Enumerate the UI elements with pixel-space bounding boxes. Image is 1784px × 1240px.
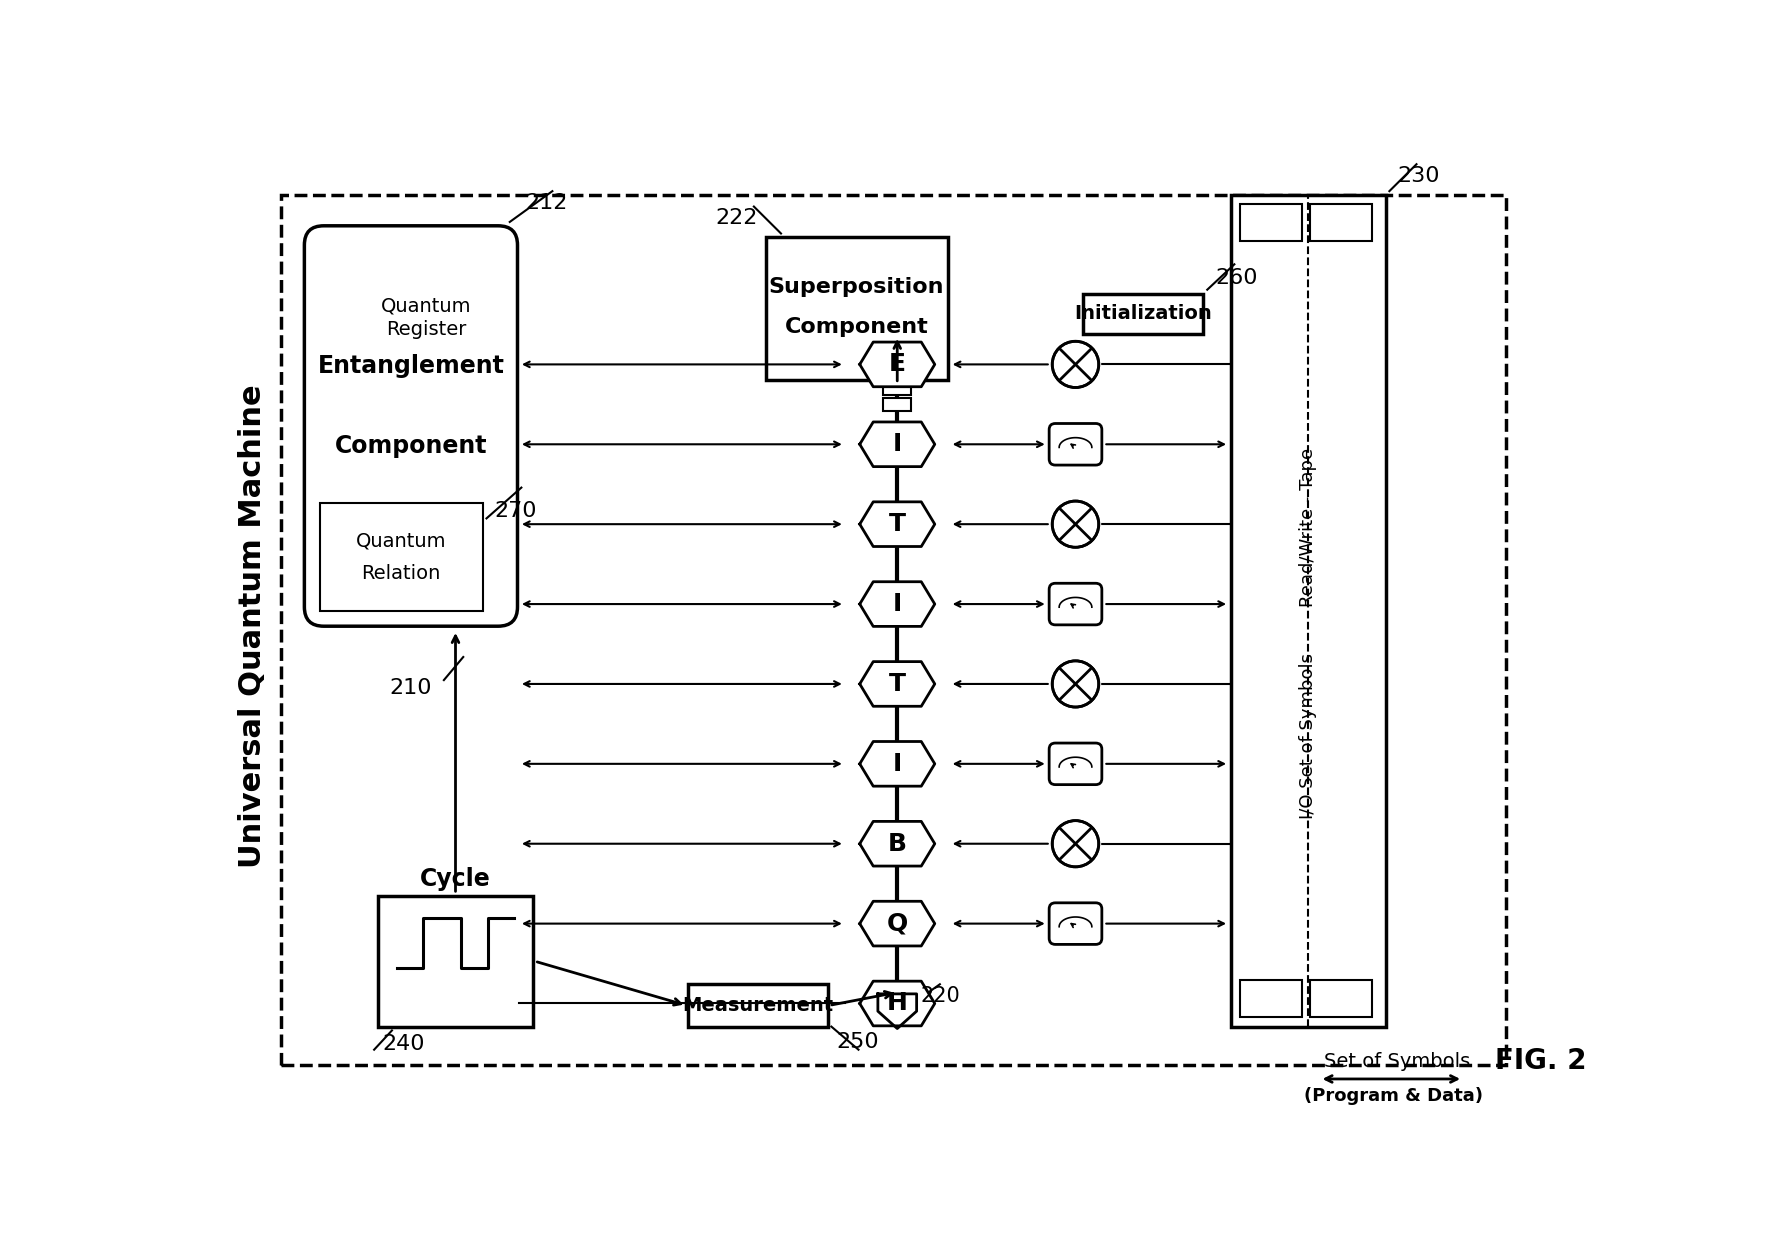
Bar — [319, 503, 483, 611]
Bar — [1083, 294, 1204, 334]
Bar — [883, 398, 912, 410]
Polygon shape — [860, 342, 935, 387]
Text: 222: 222 — [715, 208, 758, 228]
Text: Relation: Relation — [362, 563, 441, 583]
Text: T: T — [888, 672, 906, 696]
Bar — [1231, 195, 1386, 1027]
Polygon shape — [860, 582, 935, 626]
Text: 220: 220 — [921, 986, 960, 1006]
Text: (Program & Data): (Program & Data) — [1304, 1087, 1483, 1105]
Polygon shape — [860, 502, 935, 547]
Text: 270: 270 — [494, 501, 537, 521]
Polygon shape — [860, 981, 935, 1025]
Text: I/O Set of Symbols: I/O Set of Symbols — [1299, 652, 1317, 818]
Text: 240: 240 — [382, 1034, 425, 1054]
Polygon shape — [860, 821, 935, 866]
Text: I: I — [892, 433, 903, 456]
Bar — [765, 237, 947, 379]
Text: FIG. 2: FIG. 2 — [1495, 1048, 1586, 1075]
Text: Initialization: Initialization — [1074, 304, 1211, 324]
FancyBboxPatch shape — [1049, 743, 1103, 785]
Text: T: T — [888, 512, 906, 536]
Text: Cycle: Cycle — [419, 867, 491, 890]
Text: 212: 212 — [524, 192, 567, 213]
Text: Register: Register — [387, 320, 467, 339]
Polygon shape — [1051, 340, 1101, 388]
Polygon shape — [1051, 500, 1101, 548]
Polygon shape — [860, 662, 935, 707]
Text: 230: 230 — [1397, 166, 1440, 186]
Bar — [883, 383, 912, 396]
Polygon shape — [878, 994, 917, 1028]
Bar — [1309, 981, 1372, 1017]
Text: Entanglement: Entanglement — [318, 353, 505, 378]
Text: Quantum: Quantum — [357, 531, 446, 551]
Polygon shape — [860, 901, 935, 946]
Text: Measurement: Measurement — [681, 996, 833, 1014]
Bar — [1240, 981, 1302, 1017]
Text: B: B — [888, 832, 906, 856]
Text: Read/Write - Tape: Read/Write - Tape — [1299, 448, 1317, 608]
Polygon shape — [1051, 660, 1101, 708]
Polygon shape — [860, 422, 935, 466]
Text: E: E — [888, 352, 906, 377]
Bar — [689, 985, 828, 1027]
Polygon shape — [860, 742, 935, 786]
Text: I: I — [892, 751, 903, 776]
FancyBboxPatch shape — [305, 226, 517, 626]
Bar — [1240, 205, 1302, 242]
Text: Q: Q — [887, 911, 908, 936]
Text: Superposition: Superposition — [769, 278, 944, 298]
Text: Component: Component — [785, 317, 928, 337]
Polygon shape — [1051, 820, 1101, 868]
Text: 250: 250 — [837, 1032, 880, 1052]
Text: Quantum: Quantum — [382, 296, 471, 316]
Text: Component: Component — [335, 434, 487, 458]
Bar — [282, 195, 1506, 1065]
FancyBboxPatch shape — [1049, 424, 1103, 465]
Bar — [378, 895, 533, 1027]
Text: Universal Quantum Machine: Universal Quantum Machine — [237, 384, 268, 868]
Text: I: I — [892, 591, 903, 616]
Bar — [1309, 205, 1372, 242]
Text: 210: 210 — [389, 678, 432, 698]
FancyBboxPatch shape — [1049, 903, 1103, 945]
FancyBboxPatch shape — [1049, 583, 1103, 625]
Text: Set of Symbols: Set of Symbols — [1324, 1052, 1470, 1071]
Text: 260: 260 — [1215, 268, 1258, 288]
Text: H: H — [887, 992, 908, 1016]
